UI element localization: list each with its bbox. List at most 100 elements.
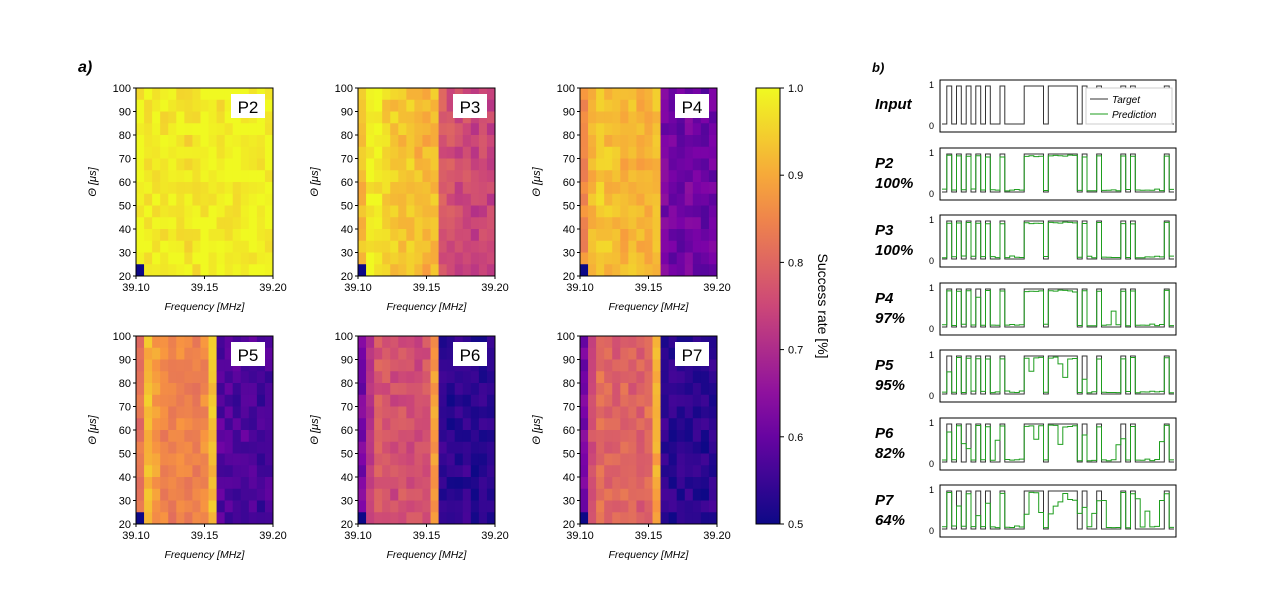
trace-row-name: P5 [875, 357, 894, 374]
heatmap-cell [486, 229, 496, 242]
heatmap-cell [216, 158, 226, 171]
heatmap-cell [422, 383, 431, 396]
heatmap-cell [470, 418, 480, 431]
heatmap-cell [406, 383, 415, 396]
heatmap-cell [136, 111, 145, 124]
x-tick-label: 39.15 [413, 282, 441, 294]
heatmap-cell [644, 88, 653, 101]
heatmap-cell [422, 500, 431, 513]
heatmap-cell [620, 146, 629, 159]
heatmap-cell [438, 406, 448, 419]
heatmap-cell [478, 418, 488, 431]
heatmap-cell [136, 146, 145, 159]
x-tick-label: 39.20 [703, 530, 731, 542]
heatmap-cell [422, 512, 431, 525]
heatmap-cell [366, 347, 375, 360]
heatmap-cell [446, 170, 456, 183]
heatmap-cell [184, 418, 193, 431]
heatmap-cell [430, 441, 439, 454]
heatmap-cell [382, 383, 391, 396]
heatmap-cell [628, 441, 637, 454]
heatmap-cell [652, 264, 661, 277]
heatmap-cell [382, 488, 391, 501]
heatmap-cell [692, 371, 702, 384]
heatmap-cell [676, 441, 686, 454]
heatmap-cell [446, 406, 456, 419]
heatmap-cell [438, 146, 448, 159]
heatmap-cell [144, 158, 153, 171]
heatmap-cell [224, 111, 234, 124]
heatmap-cell [382, 170, 391, 183]
x-axis-label: Frequency [MHz] [609, 301, 690, 313]
heatmap-cell [232, 500, 242, 513]
heatmap-cell [580, 430, 589, 443]
panel-label: P2 [238, 98, 259, 117]
heatmap-cell [248, 453, 258, 466]
heatmap-cell [588, 170, 597, 183]
heatmap-cell [620, 193, 629, 206]
heatmap-cell [160, 182, 169, 195]
heatmap-cell [406, 193, 415, 206]
y-tick-label: 80 [563, 378, 575, 390]
heatmap-cell [200, 146, 209, 159]
heatmap-cell [454, 193, 464, 206]
heatmap-cell [454, 418, 464, 431]
heatmap-cell [358, 430, 367, 443]
heatmap-cell [160, 394, 169, 407]
heatmap-cell [628, 123, 637, 136]
y-tick-label: 60 [119, 177, 131, 189]
panel-label: P7 [682, 346, 703, 365]
heatmap-cell [200, 441, 209, 454]
heatmap-cell [152, 453, 161, 466]
heatmap-cell [136, 418, 145, 431]
heatmap-cell [184, 111, 193, 124]
heatmap-cell [636, 465, 645, 478]
heatmap-cell [152, 146, 161, 159]
heatmap-cell [216, 347, 226, 360]
heatmap-cell [240, 158, 250, 171]
heatmap-cell [366, 99, 375, 112]
heatmap-cell [168, 123, 177, 136]
heatmap-cell [208, 146, 217, 159]
heatmap-cell [208, 512, 217, 525]
heatmap-cell [430, 430, 439, 443]
heatmap-cell [144, 347, 153, 360]
heatmap-cell [676, 158, 686, 171]
heatmap-cell [232, 205, 242, 218]
heatmap-cell [398, 394, 407, 407]
heatmap-cell [604, 441, 613, 454]
heatmap-cell [676, 205, 686, 218]
heatmap-cell [264, 347, 274, 360]
heatmap-cell [398, 264, 407, 277]
heatmap-cell [422, 135, 431, 148]
heatmap-cell [430, 347, 439, 360]
heatmap-cell [232, 264, 242, 277]
heatmap-cell [462, 512, 472, 525]
heatmap-cell [478, 441, 488, 454]
heatmap-cell [430, 394, 439, 407]
heatmap-cell [208, 88, 217, 101]
heatmap-cell [628, 500, 637, 513]
heatmap-cell [398, 406, 407, 419]
heatmap-cell [676, 430, 686, 443]
heatmap-cell [144, 123, 153, 136]
heatmap-cell [588, 512, 597, 525]
heatmap-cell [358, 264, 367, 277]
heatmap-cell [208, 441, 217, 454]
heatmap-cell [184, 193, 193, 206]
heatmap-cell [200, 88, 209, 101]
y-tick-label: 90 [341, 107, 353, 119]
y-tick-label: 80 [119, 130, 131, 142]
heatmap-cell [184, 240, 193, 253]
heatmap-cell [192, 359, 201, 372]
heatmap-cell [208, 229, 217, 242]
heatmap-cell [620, 88, 629, 101]
heatmap-cell [184, 383, 193, 396]
heatmap-cell [454, 383, 464, 396]
heatmap-cell [200, 406, 209, 419]
heatmap-cell [382, 229, 391, 242]
heatmap-cell [406, 441, 415, 454]
heatmap-cell [232, 146, 242, 159]
heatmap-cell [668, 182, 678, 195]
heatmap-cell [660, 394, 670, 407]
